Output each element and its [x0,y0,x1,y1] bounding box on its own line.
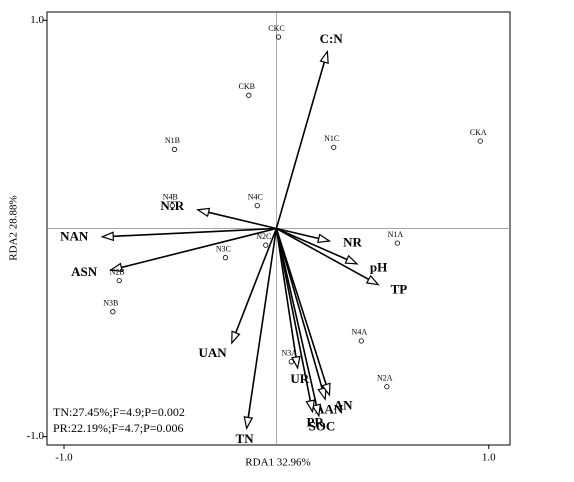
sample-label: N4B [163,192,178,201]
sample-point [254,203,260,209]
sample-point [169,203,175,209]
x-tick-label: -1.0 [55,452,73,464]
vector-line [275,228,297,358]
sample-label: N3A [281,349,297,358]
sample-label: N3C [216,244,231,253]
vector-line [113,227,277,238]
sample-point [263,242,269,248]
x-tick-label: 1.0 [482,452,496,464]
sample-label: N1B [165,136,180,145]
vector-label: AN [334,397,353,412]
vector-head [344,254,359,265]
sample-point [331,144,337,150]
vector-head [319,49,329,65]
sample-label: CKB [239,82,255,91]
sample-label: N1C [324,134,339,143]
y-tick-label: -1.0 [27,430,45,442]
vector-line [275,227,370,281]
vector-label: AAN [315,402,344,417]
sample-label: N2A [377,374,393,383]
sample-label: CKC [268,24,284,33]
vector-head [109,262,124,273]
vector-head [317,386,327,401]
vector-head [291,355,301,370]
vector-head [231,330,241,345]
vector-label: TP [391,281,408,296]
vector-head [305,399,316,414]
vector-label: C:N [320,31,344,46]
vector-label: TN [236,431,255,446]
vector-line [276,227,319,240]
sample-label: N2B [110,267,125,276]
y-tick-label: 1.0 [30,14,44,26]
sample-point [384,384,390,390]
vector-line [275,228,312,402]
sample-point [116,277,122,284]
sample-label: N2C [256,232,271,241]
sample-point [275,34,282,40]
vector-line [121,227,277,269]
vector-head [196,207,211,218]
sample-label: N1A [388,230,404,239]
vector-line [235,228,278,334]
vector-label: PR [307,414,325,429]
vector-line [275,61,326,229]
vector-head [311,403,322,418]
vector-line [275,228,318,406]
sample-point [246,92,252,98]
vector-label: ASN [71,264,98,279]
vector-label: NAN [60,228,89,243]
vector-head [100,231,115,242]
vector-line [208,211,277,230]
x-axis-label: RDA1 32.96% [245,457,310,469]
vector-line [275,228,327,385]
sample-point [110,309,116,315]
sample-label: N4A [352,328,368,337]
annotation: TN:27.45%;F=4.9;P=0.002 [53,405,185,419]
vector-label: pH [370,260,387,275]
vector-head [243,416,254,431]
sample-label: N4C [248,192,263,201]
sample-point [394,240,401,246]
sample-point [477,138,483,144]
vector-label: SOC [309,419,336,434]
sample-label: N3B [103,299,118,308]
vector-line [247,228,278,418]
vector-label: UAN [199,345,228,360]
vector-line [276,227,348,261]
sample-point [288,359,294,365]
y-axis-label: RDA2 28.88% [8,195,20,260]
sample-label: CKA [470,128,487,137]
vector-line [275,228,323,389]
vector-head [317,233,332,244]
vector-head [365,274,380,286]
sample-point [171,146,178,152]
vector-label: NR [343,235,362,250]
sample-point [358,338,364,344]
sample-point [222,255,229,261]
annotation: PR:22.19%;F=4.7;P=0.006 [53,421,184,435]
vector-head [321,382,331,397]
